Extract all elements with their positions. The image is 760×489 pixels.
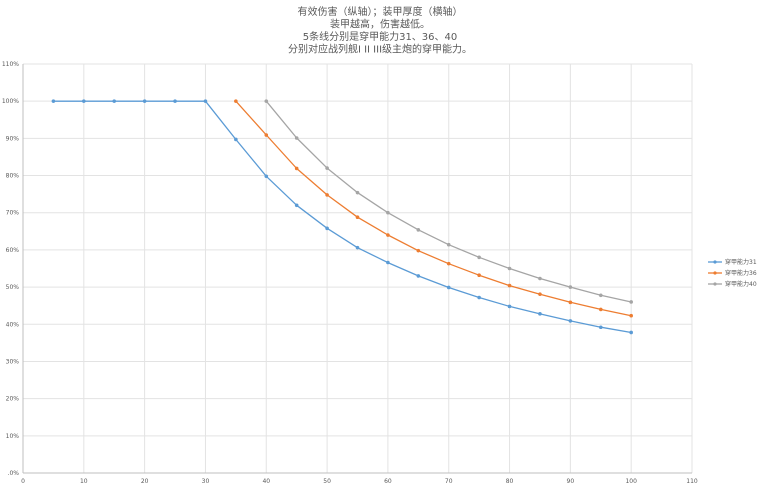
legend-label: 穿甲能力36 — [725, 269, 757, 277]
data-point — [173, 99, 177, 103]
data-point — [355, 215, 360, 219]
x-tick-label: 70 — [445, 478, 453, 485]
data-point — [51, 99, 56, 103]
series-2 — [234, 99, 633, 318]
data-point — [477, 255, 481, 260]
chart-title-line-3: 5条线分别是穿甲能力31、36、40 — [303, 30, 458, 43]
data-point — [386, 210, 390, 215]
y-tick-label: 20% — [6, 396, 20, 403]
data-point — [264, 133, 269, 137]
x-tick-label: 30 — [202, 478, 210, 485]
data-point — [416, 248, 421, 253]
data-point — [598, 307, 603, 312]
data-point — [507, 266, 512, 271]
data-point — [234, 137, 238, 142]
data-point — [568, 319, 573, 323]
data-point — [386, 260, 390, 265]
data-point — [629, 313, 633, 318]
x-tick-label: 20 — [141, 478, 149, 485]
series-line — [53, 100, 632, 334]
legend: 穿甲能力31 穿甲能力36 穿甲能力40 — [708, 258, 757, 288]
x-tick-label: 40 — [262, 478, 270, 485]
data-point — [203, 99, 208, 103]
data-point — [629, 330, 633, 335]
data-point — [538, 312, 542, 316]
data-point — [264, 99, 269, 103]
data-point — [446, 242, 451, 247]
x-tick-label: 90 — [567, 478, 575, 485]
data-point — [294, 136, 299, 140]
y-tick-label: 70% — [6, 210, 20, 217]
legend-swatch-marker — [713, 271, 717, 275]
legend-swatch-marker — [713, 260, 717, 264]
data-point — [294, 203, 299, 208]
y-tick-labels: .0% 10% 20% 30% 40% 50% 60% 70% 80% 90% 100% 110% — [2, 61, 19, 477]
data-point — [355, 190, 360, 195]
data-point — [325, 166, 329, 170]
data-point — [82, 99, 86, 103]
y-tick-label: 110% — [2, 61, 19, 68]
series-line — [235, 100, 632, 317]
data-point — [446, 285, 451, 290]
legend-label: 穿甲能力31 — [725, 258, 757, 266]
y-tick-label: 10% — [6, 433, 20, 440]
y-tick-label: 80% — [6, 173, 20, 180]
data-point — [325, 226, 329, 231]
series-lines — [51, 99, 633, 335]
axes — [22, 64, 692, 474]
data-point — [386, 233, 390, 237]
legend-swatch-marker — [713, 282, 717, 286]
data-point — [325, 193, 329, 197]
chart-title: 有效伤害（纵轴）；装甲厚度（横轴）装甲越高，伤害越低。5条线分别是穿甲能力31、… — [288, 5, 472, 56]
x-tick-label: 80 — [506, 478, 514, 485]
grid-lines — [22, 63, 693, 474]
legend-item: 穿甲能力40 — [708, 280, 757, 288]
x-tick-label: 10 — [80, 478, 88, 485]
x-tick-label: 60 — [384, 478, 392, 485]
x-tick-label: 50 — [323, 478, 331, 485]
data-point — [598, 325, 603, 330]
data-point — [507, 283, 512, 288]
x-tick-labels: 0 10 20 30 40 50 60 70 80 90 100 110 — [21, 478, 698, 485]
chart-title-line-2: 装甲越高，伤害越低。 — [330, 18, 430, 31]
data-point — [477, 273, 481, 277]
data-point — [507, 304, 512, 309]
data-point — [538, 276, 542, 281]
chart-title-line-1: 有效伤害（纵轴）；装甲厚度（横轴） — [298, 5, 463, 18]
y-tick-label: 40% — [6, 321, 20, 328]
x-tick-label: 110 — [686, 478, 698, 485]
data-point — [142, 99, 147, 103]
data-point — [355, 245, 360, 250]
y-tick-label: 100% — [2, 98, 19, 105]
y-tick-label: 90% — [6, 135, 20, 142]
y-tick-label: 60% — [6, 247, 20, 254]
legend-item: 穿甲能力36 — [708, 269, 757, 277]
data-point — [538, 292, 542, 296]
series-1 — [51, 99, 633, 335]
x-tick-label: 100 — [625, 478, 637, 485]
y-tick-label: 30% — [6, 358, 20, 365]
legend-label: 穿甲能力40 — [725, 280, 757, 288]
data-point — [568, 285, 573, 289]
data-point — [446, 261, 451, 266]
legend-item: 穿甲能力31 — [708, 258, 757, 266]
data-point — [568, 300, 573, 305]
chart-title-line-4: 分别对应战列舰I II III级主炮的穿甲能力。 — [288, 43, 472, 56]
data-point — [234, 99, 238, 103]
series-3 — [264, 99, 633, 304]
data-point — [416, 274, 421, 278]
x-tick-label: 0 — [21, 478, 25, 485]
data-point — [629, 300, 633, 304]
data-point — [264, 174, 269, 179]
data-point — [477, 295, 481, 300]
data-point — [112, 99, 117, 103]
y-tick-label: 50% — [6, 284, 20, 291]
data-point — [598, 293, 603, 298]
data-point — [416, 228, 421, 232]
y-tick-label: .0% — [8, 470, 20, 477]
data-point — [294, 166, 299, 171]
